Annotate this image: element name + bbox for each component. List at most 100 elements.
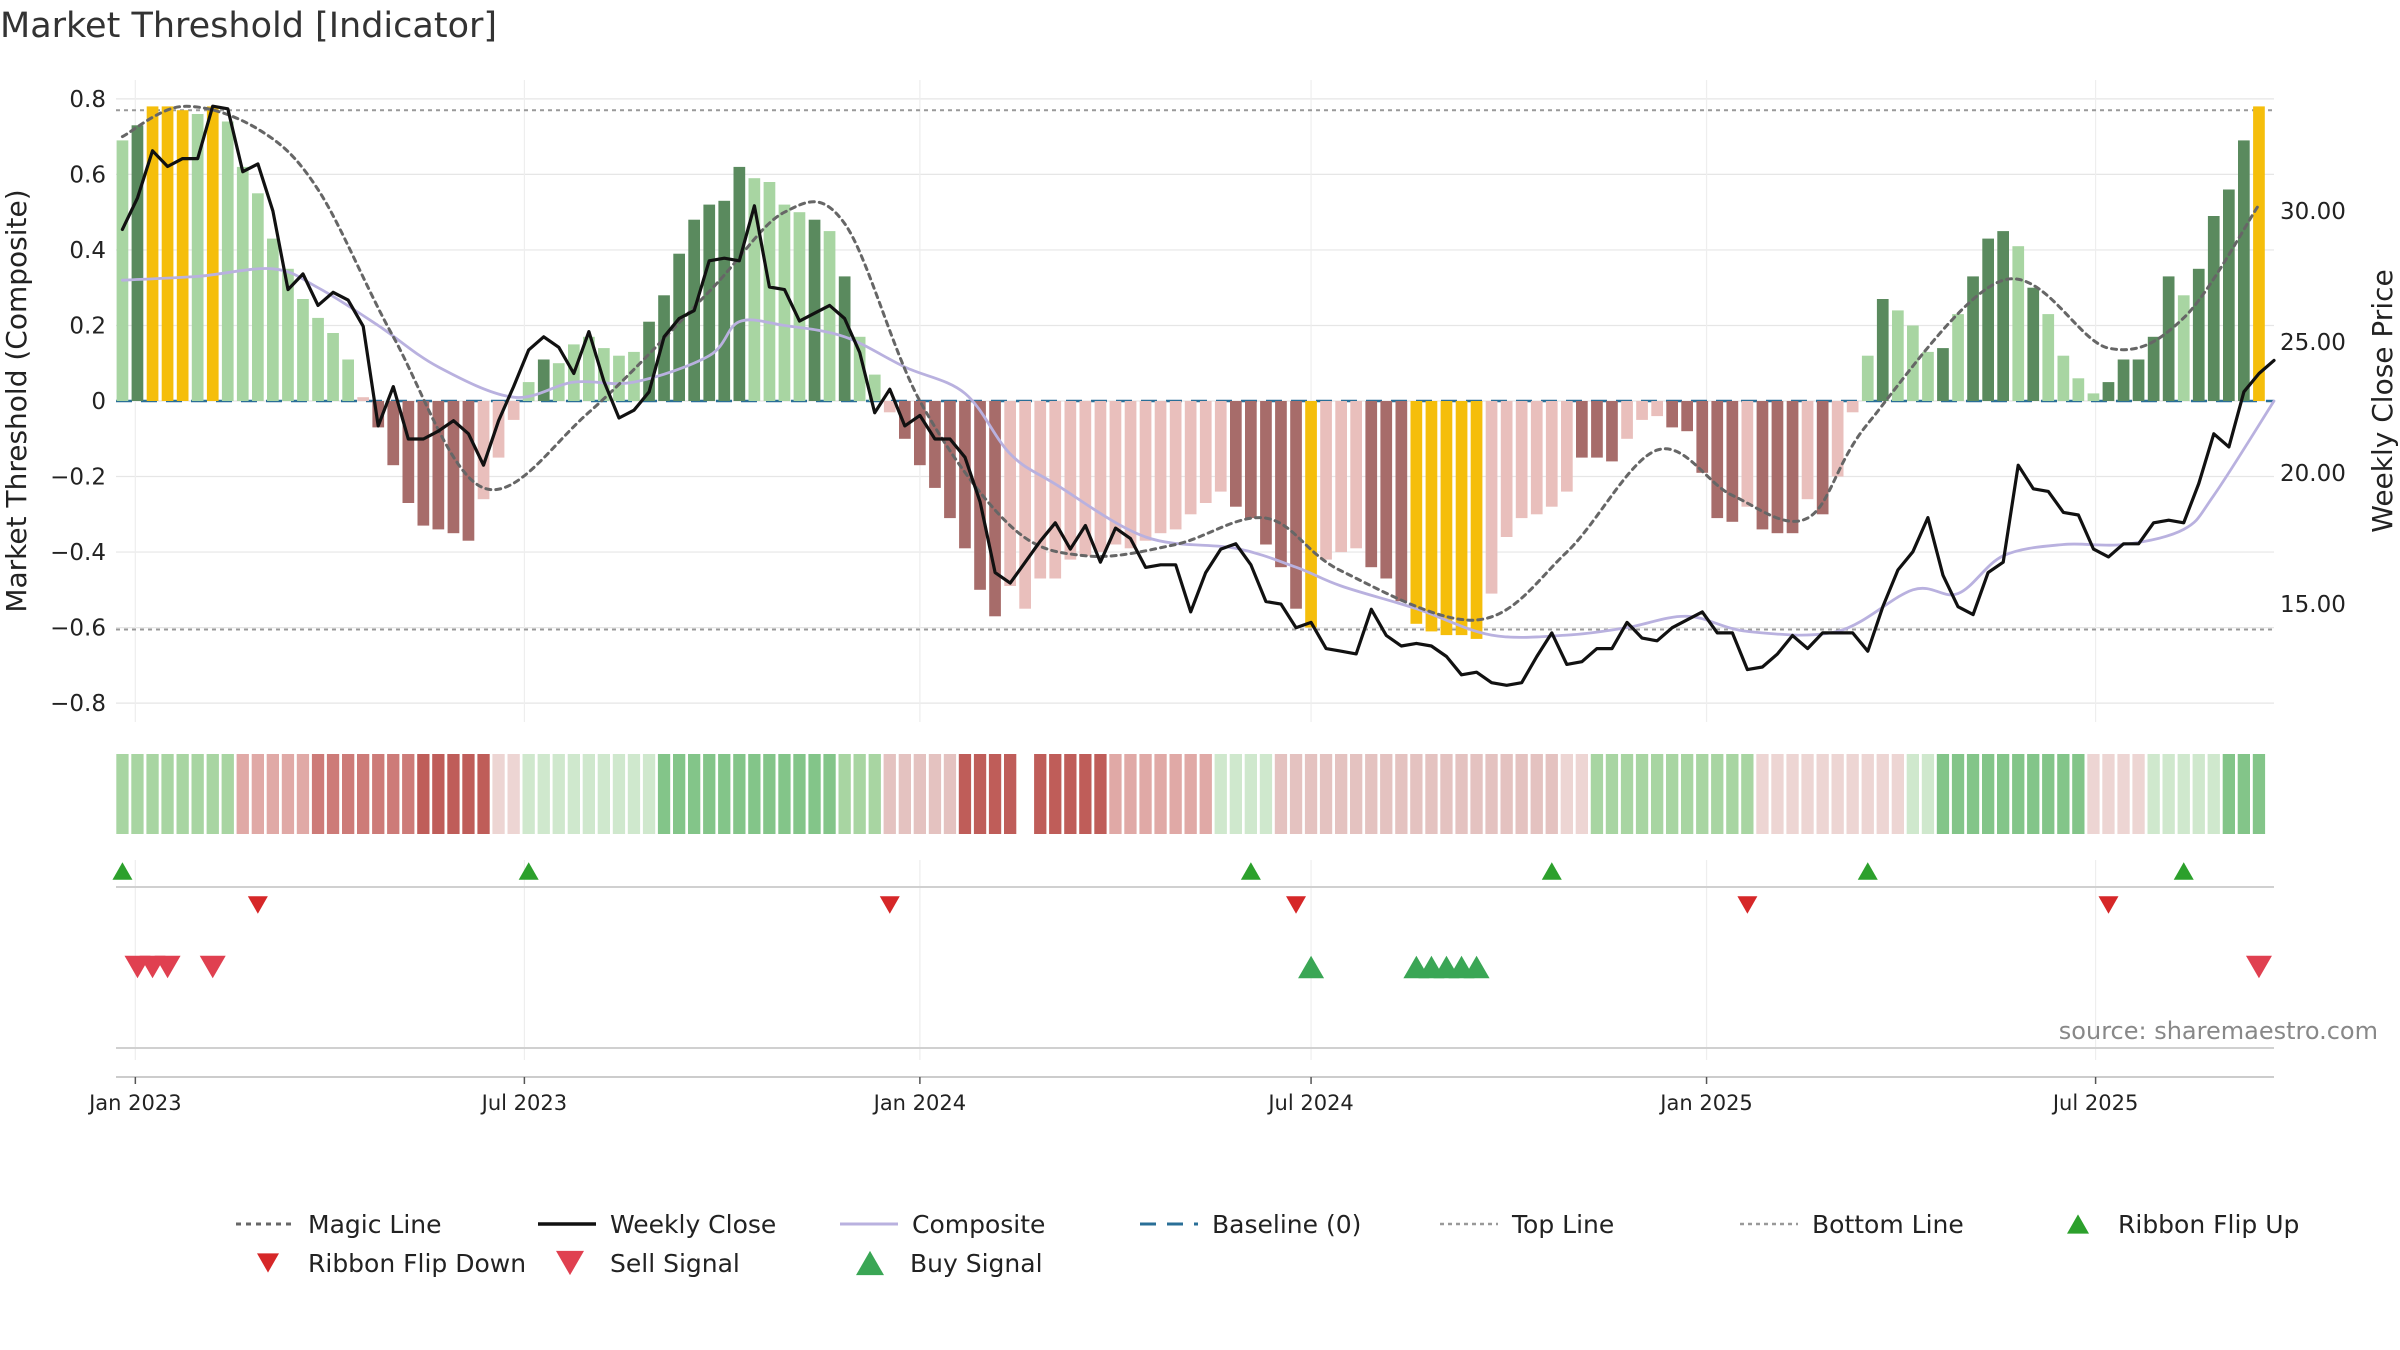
composite-bar [146,106,159,402]
composite-bar [1199,401,1212,503]
y-tick-label-right: 25.00 [2280,330,2346,356]
composite-bar [1561,401,1573,492]
legend-label-weekly-close: Weekly Close [610,1210,776,1239]
composite-bar [447,401,460,534]
composite-bar [1245,401,1257,519]
composite-bar [613,355,625,401]
ribbon-cell [1229,754,1242,834]
composite-bar [342,359,354,401]
left-axis-ticks: 0.8 0.6 0.4 0.2 0 −0.2 −0.4 −0.6 −0.8 [50,87,106,717]
ribbon-cell [1816,754,1829,834]
composite-bar [2012,246,2025,401]
legend-label-ribbon-flip-up: Ribbon Flip Up [2118,1210,2299,1239]
composite-bar [297,299,309,401]
composite-bar [1666,401,1678,428]
composite-bar [1380,401,1393,579]
x-axis: Jan 2023 Jul 2023 Jan 2024 Jul 2024 Jan 2025… [87,1076,2274,1115]
ribbon-cell [537,754,550,834]
composite-bar [1214,401,1227,492]
composite-bar [1154,401,1167,534]
ribbon-cell [838,754,851,834]
ribbon-cell [116,754,129,834]
ribbon-cell [1726,754,1739,834]
ribbon-cell [146,754,159,834]
composite-line [121,267,2276,639]
legend-label-composite: Composite [912,1210,1045,1239]
buy-signal-marker [1463,955,1490,979]
legend-swatch-ribbon-flip-up [2067,1214,2089,1234]
composite-bar [1621,401,1633,439]
ribbon-cell [2177,754,2190,834]
ribbon-cell [1154,754,1167,834]
ribbon-cell [2147,754,2160,834]
composite-bar [1365,401,1378,568]
ribbon-cell [191,754,204,834]
ribbon-cell [131,754,144,834]
composite-bar [883,401,896,413]
composite-bar [1425,401,1438,632]
composite-bar [1094,401,1107,553]
ribbon-cell [673,754,686,834]
ribbon-cell [1545,754,1558,834]
ribbon-cell [1500,754,1513,834]
ribbon-cell [943,754,957,834]
composite-bar [236,166,249,401]
composite-bar [1967,276,1979,401]
ribbon-cell [251,754,264,834]
ribbon-cell [1997,754,2010,834]
x-tick-label: Jul 2025 [2051,1091,2138,1115]
legend-swatch-ribbon-flip-down [257,1253,279,1273]
ribbon-cell [688,754,701,834]
composite-bar [1907,325,1919,401]
ribbon-cell [477,754,490,834]
ribbon-cell [748,754,761,834]
ribbon-cell [567,754,580,834]
ribbon-cell [973,754,987,834]
composite-bar [507,401,520,420]
ribbon-cell [1470,754,1483,834]
ribbon-cell [1319,754,1333,834]
ribbon-cell [1335,754,1348,834]
ribbon-cell [1936,754,1950,834]
ribbon-cell [1530,754,1543,834]
y-tick-label-left: 0.8 [69,87,106,113]
ribbon-flip-up-marker [1857,862,1878,880]
ribbon-cell [1184,754,1197,834]
legend-label-bottom-line: Bottom Line [1812,1210,1964,1239]
composite-bar [1545,401,1558,507]
ribbon-cell [958,754,972,834]
composite-bar [1952,314,1964,401]
composite-bar [2207,216,2220,401]
composite-bar [2132,359,2145,401]
y-tick-label-left: −0.4 [50,540,106,566]
legend-label-buy-signal: Buy Signal [910,1249,1043,1278]
composite-bar [2087,393,2100,401]
composite-bar [1004,401,1016,586]
ribbon-cell [522,754,535,834]
ribbon-cell [2012,754,2025,834]
composite-bar [191,114,204,401]
composite-bar [1275,401,1287,568]
ribbon-flip-up-marker [1240,862,1261,880]
ribbon-cell [1666,754,1679,834]
ribbon-cell [1169,754,1182,834]
composite-bar [1606,401,1618,462]
composite-bar [1861,355,1874,401]
composite-bar [1230,401,1242,507]
ribbon-cell [2072,754,2085,834]
ribbon-cell [1982,754,1995,834]
ribbon-cell [1350,754,1363,834]
sell-signal-marker [154,955,181,979]
y-tick-label-right: 30.00 [2280,199,2346,225]
ribbon-cell [432,754,445,834]
ribbon-cell [2207,754,2220,834]
weekly-close-line [120,104,2276,687]
composite-bar [1636,401,1648,420]
ribbon-cell [2042,754,2055,834]
x-tick-label: Jan 2024 [872,1091,967,1115]
ribbon-cell [1966,754,1980,834]
ribbon-cell [597,754,610,834]
legend-label-baseline-0: Baseline (0) [1212,1210,1361,1239]
ribbon-flip-down-marker [1286,896,1307,914]
ribbon-cell [281,754,295,834]
